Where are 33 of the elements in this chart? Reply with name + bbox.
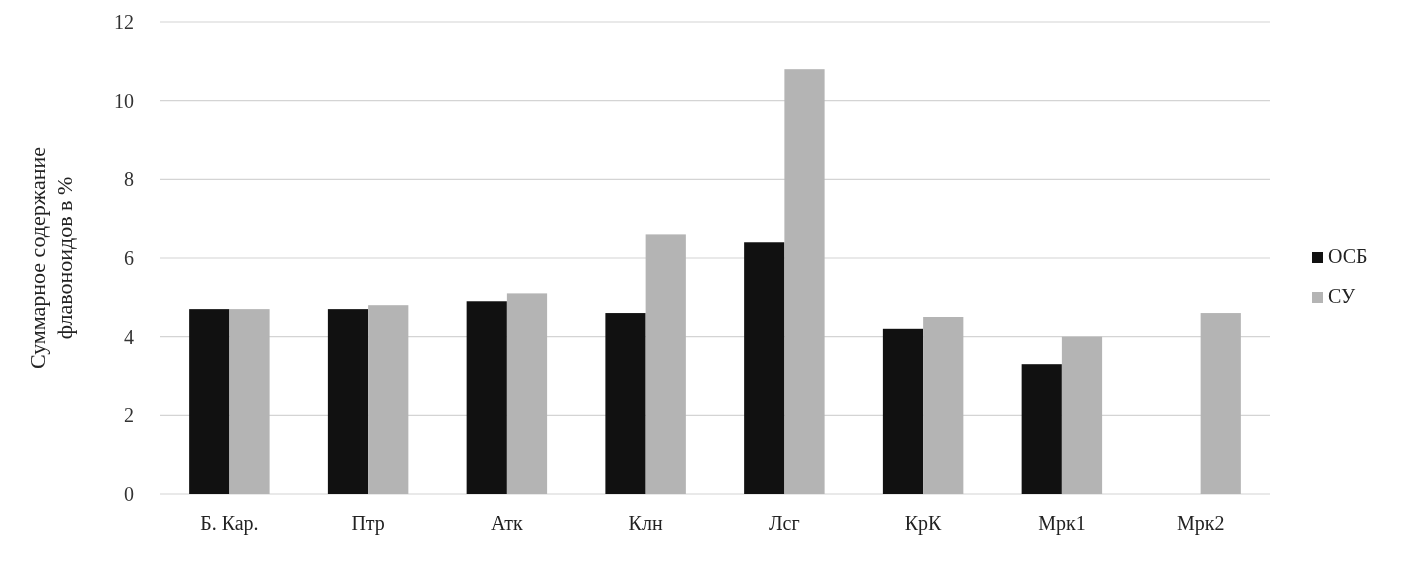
y-tick-label: 2 [124,404,134,427]
bar [1021,364,1062,494]
y-tick-label: 0 [124,482,134,505]
y-tick-label: 8 [124,168,134,191]
x-tick-label: Клн [628,512,663,535]
bar [923,317,964,494]
bar [506,293,548,494]
bar [882,328,924,494]
x-tick-label: КрК [904,512,943,536]
bar [645,234,686,494]
bar [784,69,825,494]
bar [368,305,409,494]
bar [744,242,785,494]
y-tick-label: 6 [124,246,134,269]
y-tick-label: 10 [114,89,134,112]
x-tick-label: Мрк2 [1176,512,1225,536]
y-tick-label: 4 [124,325,134,348]
bar [466,301,507,494]
y-axis-title: Суммарное содержание флавоноидов в % [25,147,77,369]
bar [1061,336,1103,494]
x-tick-label: Б. Кар. [200,512,259,536]
bar [189,309,230,494]
x-tick-label: Атк [490,512,524,535]
legend-label: ОСБ [1328,245,1368,267]
bar [229,309,270,494]
legend-label: СУ [1328,285,1357,307]
bar [1200,313,1241,494]
bar [327,309,369,494]
x-tick-label: Птр [351,512,385,536]
x-tick-label: Мрк1 [1038,512,1086,536]
bar [605,313,646,494]
x-tick-label: Лсг [769,512,800,535]
y-tick-label: 12 [114,10,134,33]
